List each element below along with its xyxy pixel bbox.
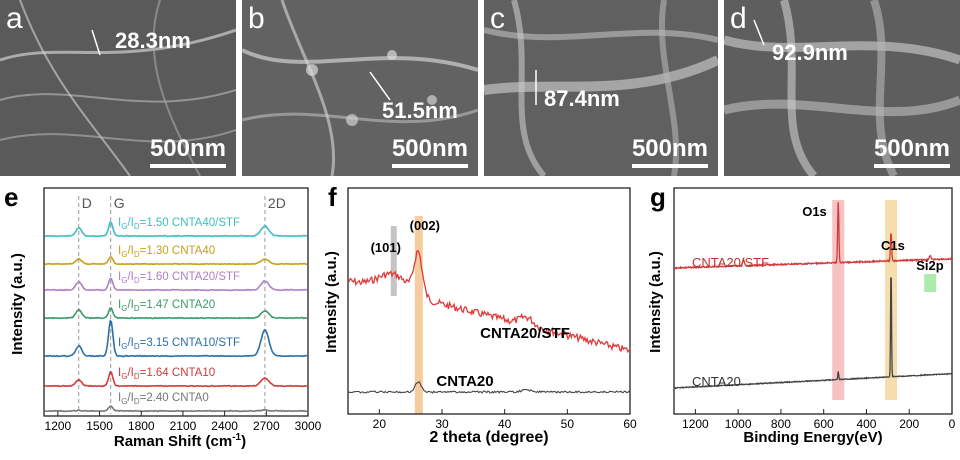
panel-letter: f — [328, 182, 337, 212]
scale-bar: 500nm — [873, 135, 950, 168]
scale-bar-line — [391, 164, 468, 168]
scale-bar-line — [631, 164, 708, 168]
x-tick-label: 800 — [771, 417, 791, 431]
sem-image-b — [242, 0, 478, 176]
x-tick-label: 400 — [856, 417, 876, 431]
scale-bar-label: 500nm — [149, 135, 226, 162]
measurement-label: 28.3nm — [115, 28, 191, 53]
sem-image-a — [0, 0, 236, 176]
x-tick-label: 200 — [899, 417, 919, 431]
ratio-label: IG/ID=1.47 CNTA20 — [118, 299, 215, 313]
scale-bar: 500nm — [631, 135, 708, 168]
series-label: CNTA20/STF — [480, 325, 570, 342]
y-axis-label: Intensity (a.u.) — [9, 253, 26, 355]
raman-series-line — [44, 307, 308, 320]
measurement-label: 87.4nm — [544, 86, 620, 111]
plot-frame — [673, 187, 953, 415]
xrd-series-line — [347, 380, 631, 394]
xps-series-line — [673, 277, 953, 390]
sem-panel-a: a 28.3nm 500nm — [0, 0, 236, 176]
x-tick-label: 3000 — [295, 419, 322, 433]
xrd-series-line — [347, 249, 631, 354]
peak-label: 2D — [268, 195, 286, 211]
scale-bar-label: 500nm — [391, 135, 468, 162]
x-axis-label: Raman Shift (cm-1) — [114, 432, 246, 450]
measurement-label: 51.5nm — [382, 98, 458, 123]
plot-frame — [43, 187, 309, 417]
xps-series-line — [673, 202, 953, 270]
raman-series-line — [44, 405, 307, 413]
peak-label: (101) — [371, 240, 401, 255]
scale-bar-label: 500nm — [873, 135, 950, 162]
x-tick-label: 20 — [373, 417, 387, 431]
chart-panel-g: g O1s C1s Si2p 1200 1000 800 600 400 200 0 Bindi… — [640, 176, 960, 460]
x-tick-label: 1500 — [86, 419, 113, 433]
sem-panel-b: b 51.5nm 500nm — [242, 0, 478, 176]
x-axis-label: 2 theta (degree) — [429, 429, 548, 446]
x-tick-label: 60 — [623, 417, 637, 431]
y-axis-label: Intensity (a.u.) — [323, 251, 340, 353]
panel-letter: g — [650, 182, 666, 212]
chart-panel-f: f (101) (002) 20 30 40 50 60 2 theta (degree)… — [320, 176, 640, 460]
raman-chart: e IG/ID=1.50 CNTA40/STF IG/ID=1.30 CNTA40… — [4, 182, 322, 450]
peak-label: D — [82, 195, 92, 211]
ratio-label: IG/ID=1.64 CNTA10 — [118, 367, 215, 381]
sem-image-c — [484, 0, 718, 176]
sem-panel-c: c 87.4nm 500nm — [484, 0, 718, 176]
x-tick-label: 30 — [435, 417, 449, 431]
measurement-label: 92.9nm — [772, 40, 848, 65]
peak-label: C1s — [881, 238, 905, 253]
x-tick-label: 2400 — [211, 419, 238, 433]
ratio-label: IG/ID=3.15 CNTA10/STF — [118, 337, 240, 351]
highlight-band — [832, 200, 845, 400]
peak-label: Si2p — [916, 258, 944, 273]
series-label: CNTA20/STF — [692, 255, 769, 270]
scale-bar-line — [873, 164, 950, 168]
ratio-label: IG/ID=1.30 CNTA40 — [118, 245, 215, 259]
ratio-label: IG/ID=1.50 CNTA40/STF — [118, 217, 240, 231]
scale-bar-line — [149, 164, 226, 168]
series-label: CNTA20 — [692, 374, 741, 389]
scale-bar-label: 500nm — [631, 135, 708, 162]
series-label: CNTA20 — [436, 373, 493, 390]
sem-letter: a — [6, 2, 23, 35]
x-tick-label: 2100 — [170, 419, 197, 433]
xps-chart: g O1s C1s Si2p 1200 1000 800 600 400 200 0 Bindi… — [647, 182, 956, 446]
chart-panel-e: e IG/ID=1.50 CNTA40/STF IG/ID=1.30 CNTA40… — [0, 176, 322, 460]
x-tick-label: 1000 — [725, 417, 752, 431]
x-tick-label: 1200 — [45, 419, 72, 433]
y-axis-label: Intensity (a.u.) — [647, 251, 664, 353]
sem-panel-d: d 92.9nm 500nm — [724, 0, 960, 176]
x-tick-label: 0 — [949, 417, 956, 431]
sem-image-d — [724, 0, 960, 176]
sem-letter: d — [730, 2, 747, 35]
highlight-band — [390, 226, 397, 296]
highlight-band — [414, 216, 423, 414]
scale-bar: 500nm — [149, 135, 226, 168]
raman-series-line — [44, 277, 308, 292]
plot-frame — [347, 187, 631, 415]
x-tick-label: 1800 — [128, 419, 155, 433]
x-tick-label: 600 — [814, 417, 834, 431]
x-tick-label: 2700 — [253, 419, 280, 433]
x-tick-label: 40 — [498, 417, 512, 431]
x-tick-label: 50 — [561, 417, 575, 431]
peak-label: O1s — [802, 204, 827, 219]
scale-bar: 500nm — [391, 135, 468, 168]
xrd-chart: f (101) (002) 20 30 40 50 60 2 theta (degree)… — [323, 182, 637, 446]
raman-series-line — [44, 220, 308, 238]
x-axis-label: Binding Energy(eV) — [743, 429, 882, 446]
sem-letter: b — [248, 2, 265, 35]
raman-series-line — [44, 256, 308, 266]
ratio-label: IG/ID=1.60 CNTA20/STF — [118, 271, 240, 285]
peak-label: (002) — [410, 218, 440, 233]
ratio-label: IG/ID=2.40 CNTA0 — [118, 392, 209, 406]
panel-letter: e — [4, 182, 18, 212]
sem-letter: c — [490, 2, 505, 35]
highlight-band — [924, 274, 937, 292]
peak-label: G — [114, 195, 125, 211]
x-tick-label: 1200 — [682, 417, 709, 431]
raman-series-line — [44, 319, 308, 358]
raman-series-line — [44, 370, 308, 388]
